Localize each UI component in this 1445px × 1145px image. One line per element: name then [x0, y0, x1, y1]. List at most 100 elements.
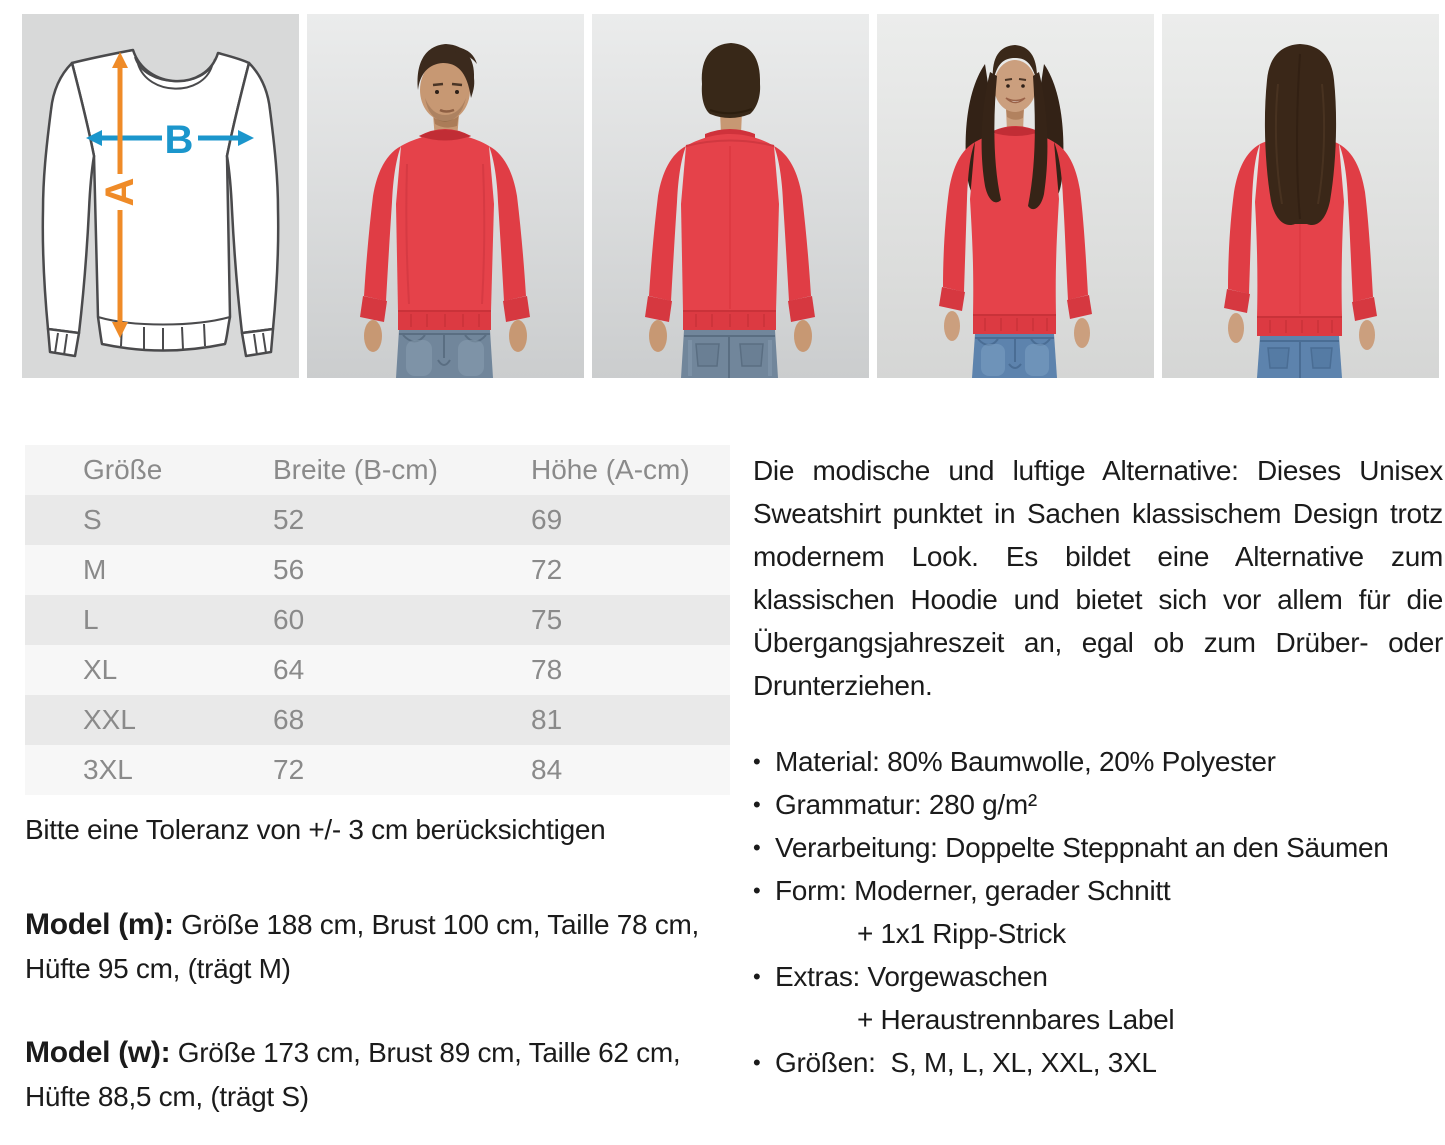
right-sleeve — [1054, 142, 1088, 300]
right-pocket — [1310, 347, 1333, 369]
hair-front-left — [981, 72, 1001, 203]
size-cell: 60 — [273, 604, 305, 635]
left-sleeve — [1228, 144, 1260, 294]
size-cell: 81 — [531, 704, 563, 735]
head — [994, 60, 1036, 112]
model-m-text: Größe 188 cm, Brust 100 cm, Taille 78 cm… — [25, 909, 699, 984]
feature-ripp-strick: + 1x1 Ripp-Strick — [857, 918, 1066, 949]
right-hand — [1074, 318, 1090, 348]
diagram-label-b: B — [165, 118, 194, 162]
left-cuff — [1224, 289, 1250, 313]
size-cell: 68 — [273, 704, 305, 735]
left-cuff — [360, 296, 387, 322]
size-row-3xl: 3XL 72 84 — [25, 745, 730, 795]
photo-woman-back — [1162, 14, 1439, 378]
right-cuff — [1067, 295, 1092, 319]
woman-back-image — [1162, 14, 1439, 378]
model-w-text: Größe 173 cm, Brust 89 cm, Taille 62 cm,… — [25, 1037, 681, 1112]
size-cell: M — [83, 554, 107, 585]
photo-man-back — [592, 14, 869, 378]
size-cell: 84 — [531, 754, 563, 785]
right-hand — [1359, 320, 1375, 350]
bullet-icon: • — [753, 792, 761, 817]
feature-label: + Heraustrennbares Label — [857, 1004, 1175, 1035]
hair — [701, 43, 761, 118]
photo-man-front — [307, 14, 584, 378]
hair — [992, 45, 1038, 82]
left-sleeve — [943, 142, 975, 292]
left-sleeve — [364, 146, 401, 301]
size-cell: 56 — [273, 554, 305, 585]
size-row-xl: XL 64 78 — [25, 645, 730, 695]
feature-list: • Material: 80% Baumwolle, 20% Polyester … — [753, 740, 1443, 1084]
size-cell: 69 — [531, 504, 563, 535]
hem-band — [1257, 317, 1342, 336]
right-sleeve — [489, 146, 526, 301]
left-hand — [364, 320, 382, 352]
size-row-xxl: XXL 68 81 — [25, 695, 730, 745]
right-hand — [509, 320, 527, 352]
right-cuff — [788, 296, 815, 322]
size-cell: 78 — [531, 654, 563, 685]
right-pocket — [739, 343, 764, 367]
size-table: Größe Breite (B-cm) Höhe (A-cm) S 52 69 … — [25, 445, 730, 795]
size-diagram-thumbnail: B A — [22, 14, 299, 378]
hair — [417, 44, 475, 98]
col-header-hoehe: Höhe (A-cm) — [531, 454, 690, 485]
hair-front-right — [1028, 72, 1048, 210]
bullet-icon: • — [753, 964, 761, 989]
photo-woman-front — [877, 14, 1154, 378]
right-sleeve — [1339, 144, 1373, 302]
right-sleeve — [774, 146, 811, 301]
bullet-icon: • — [753, 749, 761, 774]
feature-form: • Form: Moderner, gerader Schnitt — [753, 869, 1443, 912]
hem-band — [973, 315, 1056, 334]
bullet-icon: • — [753, 835, 761, 860]
model-m-label: Model (m): — [25, 908, 174, 941]
man-back-image — [592, 14, 869, 378]
feature-groessen: • Größen: S, M, L, XL, XXL, 3XL — [753, 1041, 1443, 1084]
size-cell: XL — [83, 654, 118, 685]
feature-verarbeitung: • Verarbeitung: Doppelte Steppnaht an den… — [753, 826, 1443, 869]
diagram-arrow-a: A — [98, 52, 142, 338]
feature-extras: • Extras: Vorgewaschen — [753, 955, 1443, 998]
right-cuff — [503, 296, 530, 322]
size-cell: 64 — [273, 654, 305, 685]
bullet-icon: • — [753, 1050, 761, 1075]
right-cuff — [1352, 297, 1377, 321]
left-hand — [1228, 313, 1244, 343]
size-row-s: S 52 69 — [25, 495, 730, 545]
size-cell: XXL — [83, 704, 136, 735]
model-w-label: Model (w): — [25, 1036, 171, 1069]
diagram-label-a: A — [98, 178, 142, 207]
size-cell: 72 — [531, 554, 563, 585]
diagram-arrow-b: B — [86, 118, 254, 162]
sweatshirt-torso — [396, 134, 494, 311]
feature-material: • Material: 80% Baumwolle, 20% Polyester — [753, 740, 1443, 783]
bullet-icon: • — [753, 878, 761, 903]
size-cell: 72 — [273, 754, 305, 785]
size-cell: 52 — [273, 504, 305, 535]
right-hand — [794, 320, 812, 352]
col-header-breite: Breite (B-cm) — [273, 454, 438, 485]
left-pocket — [695, 343, 720, 367]
left-hand — [944, 311, 960, 341]
col-header-groesse: Größe — [83, 454, 163, 485]
size-row-m: M 56 72 — [25, 545, 730, 595]
gallery: B A — [22, 14, 1439, 378]
size-diagram-image: B A — [22, 14, 299, 378]
feature-grammatur: • Grammatur: 280 g/m² — [753, 783, 1443, 826]
model-w-info: Model (w): Größe 173 cm, Brust 89 cm, Ta… — [25, 1031, 730, 1119]
size-cell: 3XL — [83, 754, 133, 785]
hair — [1264, 44, 1337, 226]
tolerance-note: Bitte eine Toleranz von +/- 3 cm berücks… — [25, 814, 606, 845]
size-row-l: L 60 75 — [25, 595, 730, 645]
size-table-header-row: Größe Breite (B-cm) Höhe (A-cm) — [25, 445, 730, 495]
left-cuff — [645, 296, 672, 322]
model-m-info: Model (m): Größe 188 cm, Brust 100 cm, T… — [25, 903, 730, 991]
woman-front-image — [877, 14, 1154, 378]
left-sleeve — [649, 146, 686, 301]
head — [420, 59, 470, 121]
product-description: Die modische und luftige Alternative: Di… — [753, 455, 1443, 701]
